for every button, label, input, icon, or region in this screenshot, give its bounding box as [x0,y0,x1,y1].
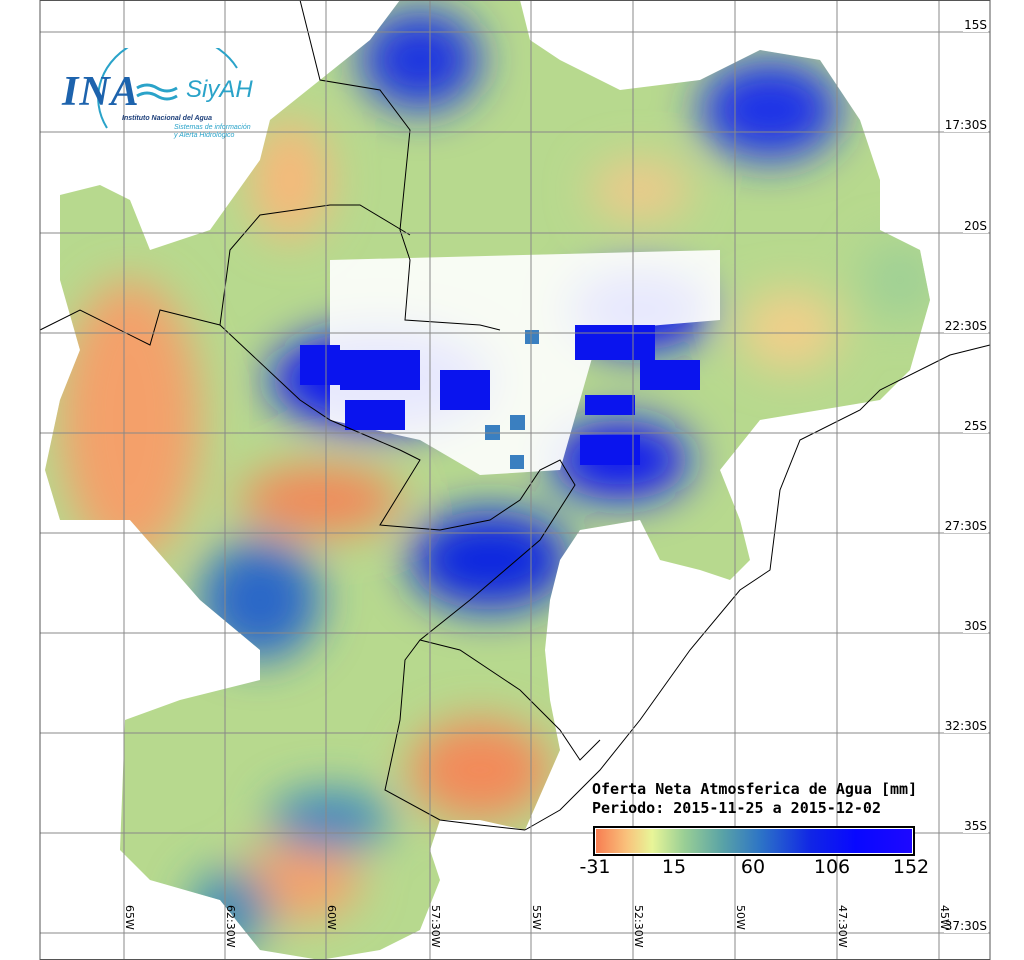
colorbar-tick-label: 15 [661,856,687,878]
colorbar-tick-label: 106 [813,856,851,878]
logo-system-line2: y Alerta Hidrológico [174,132,235,139]
logo-acronym: INA [62,69,140,115]
logo-system-line1: Sistemas de información [174,124,251,131]
colorbar-tick-label: 60 [740,856,766,878]
ina-siyah-logo: INA SiyAH Instituto Nacional del Agua Si… [62,48,272,148]
latitude-label: 25S [963,419,988,433]
logo-brand: SiyAH [186,76,253,103]
longitude-label: 62:30W [224,905,237,948]
latitude-label: 15S [963,18,988,32]
legend-title: Oferta Neta Atmosferica de Agua [mm] [592,780,918,798]
latitude-label: 22:30S [943,319,988,333]
longitude-label: 57:30W [429,905,442,948]
latitude-label: 37:30S [943,919,988,933]
colorbar-tick-label: -31 [579,856,611,878]
latitude-label: 35S [963,819,988,833]
latitude-label: 20S [963,219,988,233]
longitude-label: 45W [938,905,951,930]
longitude-label: 47:30W [836,905,849,948]
longitude-label: 60W [325,905,338,930]
latitude-label: 30S [963,619,988,633]
latitude-label: 27:30S [943,519,988,533]
legend-period: Periodo: 2015-11-25 a 2015-12-02 [592,799,881,817]
latitude-label: 17:30S [943,118,988,132]
longitude-label: 52:30W [632,905,645,948]
legend: Oferta Neta Atmosferica de Agua [mm] Per… [592,780,917,818]
colorbar [593,826,915,856]
graticule [40,0,990,960]
borders [39,0,991,831]
logo-institute: Instituto Nacional del Agua [122,115,212,122]
longitude-label: 50W [734,905,747,930]
colorbar-tick-label: 152 [892,856,930,878]
longitude-label: 55W [530,905,543,930]
longitude-label: 65W [123,905,136,930]
logo-arc-icon [97,48,238,129]
latitude-label: 32:30S [943,719,988,733]
